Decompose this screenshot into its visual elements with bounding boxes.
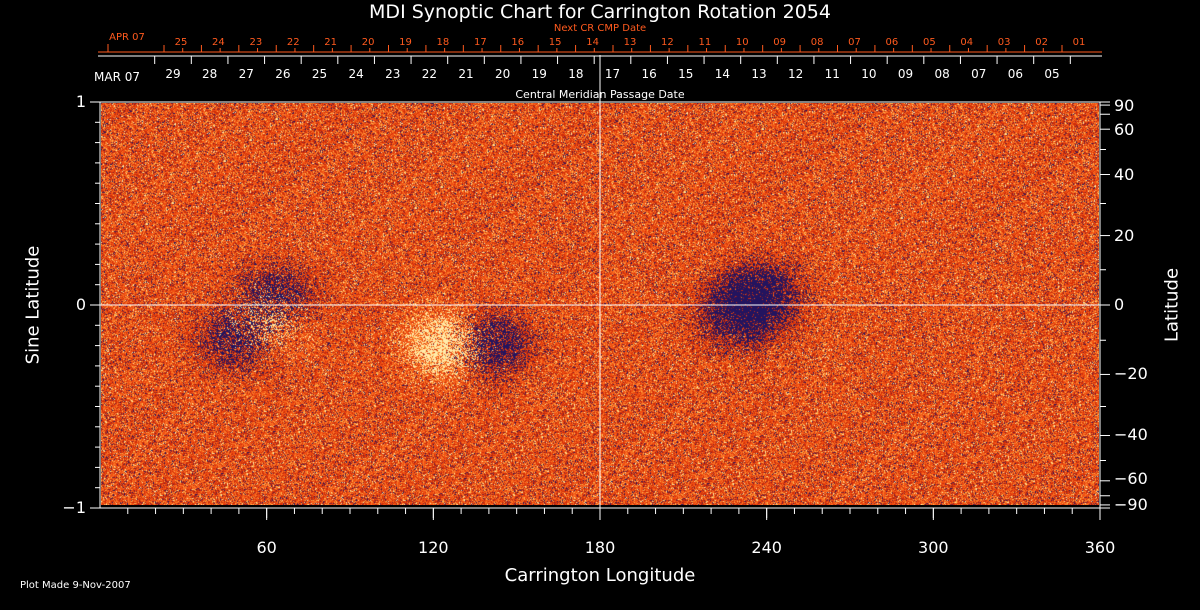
cmp-month-label: MAR 07 [94,70,140,84]
next-cr-month-label: APR 07 [109,32,145,43]
next-cr-day-label: 08 [810,37,824,48]
next-cr-day-label: 12 [661,37,674,48]
next-cr-day-label: 20 [361,37,375,48]
cmp-day-label: 07 [971,67,987,81]
cmp-day-label: 14 [714,67,731,81]
next-cr-day-label: 03 [997,37,1011,48]
cmp-day-label: 08 [934,67,950,81]
x-axis-title: Carrington Longitude [504,565,696,586]
cmp-day-label: 12 [787,67,804,81]
next-cr-cmp-label: Next CR CMP Date [553,23,647,34]
y-right-tick-label: 90 [1114,96,1135,115]
cmp-day-label: 18 [568,67,584,81]
next-cr-day-label: 05 [922,37,936,48]
chart-title: MDI Synoptic Chart for Carrington Rotati… [369,1,831,23]
next-cr-day-label: 21 [324,37,338,48]
x-tick-label: 300 [918,538,949,557]
x-tick-label: 240 [751,538,782,557]
y-right-tick-label: −60 [1114,468,1148,488]
cmp-day-label: 09 [897,67,914,81]
next-cr-day-label: 14 [586,37,599,48]
y-right-tick-label: 20 [1114,225,1135,245]
next-cr-day-label: 04 [960,37,974,48]
cmp-day-label: 19 [531,67,547,81]
y-left-tick-label: −1 [62,498,86,517]
next-cr-day-label: 22 [286,37,300,48]
cmp-day-label: 25 [311,67,328,81]
next-cr-day-label: 13 [623,37,637,48]
cmp-day-label: 28 [201,67,218,81]
next-cr-day-label: 25 [174,37,188,48]
next-cr-day-label: 10 [735,37,749,48]
y-left-tick-label: 0 [75,295,86,314]
y-right-tick-label: −40 [1114,425,1148,445]
next-cr-day-label: 16 [511,37,525,48]
next-cr-day-label: 11 [698,37,712,48]
next-cr-day-label: 24 [212,37,225,48]
cmp-day-label: 24 [348,67,364,81]
next-cr-day-label: 01 [1072,37,1086,48]
cmp-day-label: 29 [165,67,181,81]
plot-made-note: Plot Made 9-Nov-2007 [20,580,131,591]
cmp-day-label: 13 [751,67,767,81]
next-cr-day-label: 18 [436,37,450,48]
cmp-day-label: 05 [1044,67,1060,81]
cmp-day-label: 20 [494,67,511,81]
y-left-tick-label: 1 [75,92,86,111]
cmp-day-label: 27 [238,67,254,81]
cmp-day-label: 23 [385,67,401,81]
next-cr-day-label: 07 [848,37,861,48]
next-cr-day-label: 06 [885,37,899,48]
x-tick-label: 60 [256,538,277,557]
x-tick-label: 120 [418,538,449,557]
y-right-tick-label: −90 [1114,495,1148,514]
next-cr-day-label: 15 [548,37,562,48]
y-right-tick-label: 0 [1114,295,1125,314]
cmp-day-label: 16 [641,67,657,81]
cmp-day-label: 10 [861,67,877,81]
y-right-tick-label: 40 [1114,164,1135,184]
x-tick-label: 180 [584,538,616,557]
y-right-tick-label: −20 [1114,364,1148,384]
cmp-day-label: 26 [275,67,291,81]
next-cr-day-label: 09 [773,37,787,48]
cmp-day-label: 15 [678,67,694,81]
cmp-day-label: 17 [604,67,621,81]
y-right-tick-label: 60 [1114,120,1135,140]
cmp-day-label: 21 [458,67,474,81]
next-cr-day-label: 17 [473,37,487,48]
next-cr-day-label: 23 [249,37,263,48]
cmp-day-label: 11 [824,67,840,81]
cmp-day-label: 06 [1007,67,1024,81]
x-tick-label: 360 [1084,538,1116,557]
next-cr-day-label: 19 [399,37,412,48]
cmp-day-label: 22 [421,67,438,81]
next-cr-day-label: 02 [1035,37,1048,48]
